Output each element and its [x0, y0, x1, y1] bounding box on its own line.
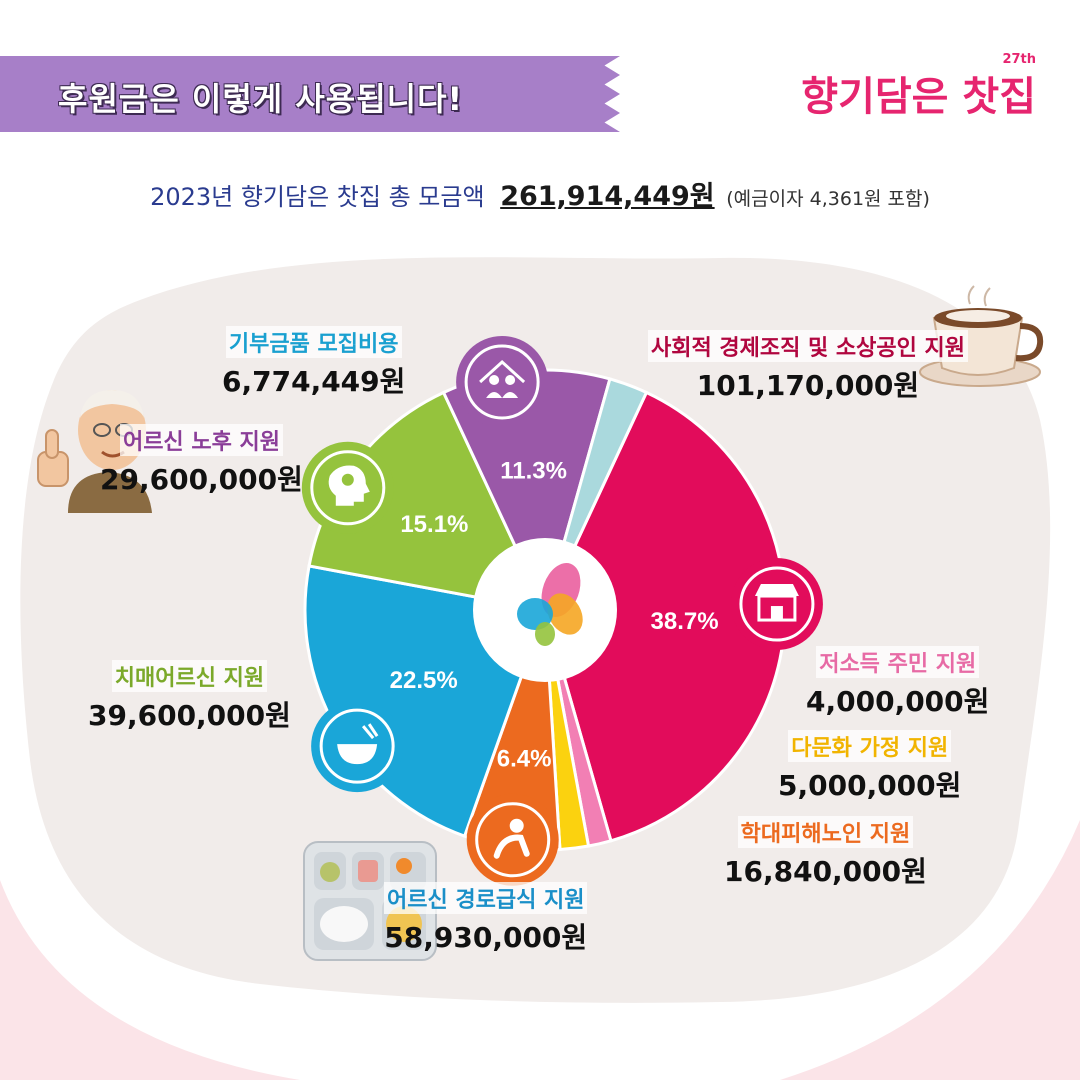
pie-percent-label-3: 6.4% [497, 746, 552, 773]
label-low-income-amount: 4,000,000원 [806, 685, 990, 718]
label-dementia-elderly-amount: 39,600,000원 [88, 699, 291, 732]
label-abuse-elderly-amount: 16,840,000원 [724, 855, 927, 888]
label-multicultural-amount: 5,000,000원 [778, 769, 962, 802]
label-elderly-retirement: 어르신 노후 지원 29,600,000원 [100, 424, 303, 498]
label-fundraising-cost-amount: 6,774,449원 [222, 365, 406, 398]
label-abuse-elderly-name: 학대피해노인 지원 [737, 816, 914, 848]
head-bulb-icon [301, 441, 394, 534]
label-social-economy: 사회적 경제조직 및 소상공인 지원 101,170,000원 [648, 330, 968, 404]
label-fundraising-cost: 기부금품 모집비용 6,774,449원 [222, 326, 405, 400]
distressed-person-icon [466, 793, 559, 886]
pie-percent-label-5: 15.1% [400, 511, 468, 538]
elderly-home-icon [456, 335, 549, 428]
label-low-income-name: 저소득 주민 지원 [816, 646, 980, 678]
label-elderly-meal: 어르신 경로급식 지원 58,930,000원 [384, 882, 588, 956]
summary-total: 261,914,449원 [500, 181, 715, 212]
pie-percent-label-6: 11.3% [500, 457, 567, 484]
label-elderly-meal-name: 어르신 경로급식 지원 [384, 882, 588, 914]
pie-percent-label-4: 22.5% [390, 667, 458, 694]
summary-note: (예금이자 4,361원 포함) [726, 188, 930, 210]
title-banner [0, 56, 620, 132]
logo-text: 향기담은 찻집 [801, 74, 1036, 120]
pie-percent-label-0: 38.7% [651, 608, 719, 635]
label-multicultural-name: 다문화 가정 지원 [788, 730, 952, 762]
label-abuse-elderly: 학대피해노인 지원 16,840,000원 [724, 816, 927, 890]
meal-bowl-icon [311, 700, 404, 793]
center-logo [473, 538, 617, 682]
label-multicultural: 다문화 가정 지원 5,000,000원 [778, 730, 961, 804]
label-elderly-meal-amount: 58,930,000원 [384, 921, 588, 954]
label-social-economy-amount: 101,170,000원 [696, 369, 920, 402]
banner-title: 후원금은 이렇게 사용됩니다! [58, 80, 464, 118]
shop-icon [730, 558, 823, 651]
label-dementia-elderly-name: 치매어르신 지원 [111, 660, 268, 692]
brand-logo: 27th 향기담은 찻집 [801, 52, 1036, 120]
label-social-economy-name: 사회적 경제조직 및 소상공인 지원 [648, 330, 968, 362]
summary-label: 2023년 향기담은 찻집 총 모금액 [150, 183, 485, 211]
coffee-cup-illustration [919, 285, 1044, 387]
label-elderly-retirement-name: 어르신 노후 지원 [119, 424, 283, 456]
label-low-income: 저소득 주민 지원 4,000,000원 [806, 646, 989, 720]
label-elderly-retirement-amount: 29,600,000원 [100, 463, 303, 496]
fundraising-summary: 2023년 향기담은 찻집 총 모금액 261,914,449원 (예금이자 4… [0, 174, 1080, 213]
label-fundraising-cost-name: 기부금품 모집비용 [225, 326, 402, 358]
logo-edition: 27th [1002, 52, 1036, 67]
label-dementia-elderly: 치매어르신 지원 39,600,000원 [88, 660, 291, 734]
meal-tray-illustration [303, 841, 437, 961]
